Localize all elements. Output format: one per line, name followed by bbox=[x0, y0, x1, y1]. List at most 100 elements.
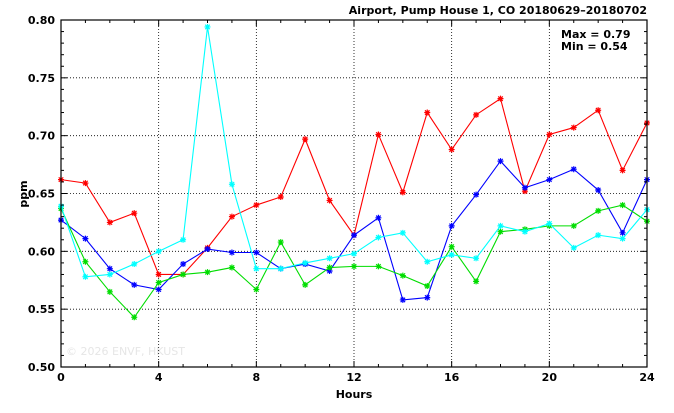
x-tick-label: 4 bbox=[155, 371, 163, 384]
data-point bbox=[497, 95, 504, 102]
y-tick-label: 0.55 bbox=[28, 303, 55, 316]
data-point bbox=[180, 261, 187, 268]
data-point bbox=[228, 249, 235, 256]
data-point bbox=[595, 187, 602, 194]
data-point bbox=[106, 288, 113, 295]
data-point bbox=[546, 131, 553, 138]
grid bbox=[61, 20, 647, 367]
data-point bbox=[155, 271, 162, 278]
data-point bbox=[473, 255, 480, 262]
data-point bbox=[595, 107, 602, 114]
data-point bbox=[106, 265, 113, 272]
data-point bbox=[351, 263, 357, 270]
data-point bbox=[180, 271, 187, 278]
data-point bbox=[326, 197, 333, 204]
data-point bbox=[131, 281, 138, 288]
y-tick-label: 0.70 bbox=[28, 130, 55, 143]
data-point bbox=[228, 181, 235, 188]
data-point bbox=[546, 176, 553, 183]
data-point bbox=[448, 251, 455, 258]
data-point bbox=[253, 249, 260, 256]
data-point bbox=[595, 232, 602, 239]
data-point bbox=[302, 136, 309, 143]
data-point bbox=[180, 236, 187, 243]
data-point bbox=[204, 246, 211, 253]
data-point bbox=[570, 166, 577, 173]
y-tick-label: 0.50 bbox=[28, 361, 55, 374]
data-point bbox=[351, 250, 357, 257]
data-point bbox=[375, 214, 382, 221]
data-point bbox=[595, 207, 602, 214]
data-point bbox=[106, 219, 113, 226]
x-tick-label: 8 bbox=[253, 371, 261, 384]
x-tick-label: 12 bbox=[346, 371, 361, 384]
data-point bbox=[131, 314, 138, 321]
data-point bbox=[521, 228, 528, 235]
y-axis-label: ppm bbox=[17, 180, 30, 207]
data-point bbox=[521, 188, 528, 195]
data-point bbox=[277, 265, 284, 272]
data-point bbox=[399, 296, 406, 303]
data-point bbox=[106, 271, 113, 278]
y-tick-label: 0.75 bbox=[28, 72, 55, 85]
data-point bbox=[82, 258, 89, 265]
data-point bbox=[619, 229, 626, 236]
x-axis-label: Hours bbox=[336, 388, 373, 401]
data-point bbox=[253, 286, 260, 293]
min-label: Min = 0.54 bbox=[561, 40, 628, 53]
data-point bbox=[204, 23, 211, 30]
data-point bbox=[228, 264, 235, 271]
data-point bbox=[82, 180, 89, 187]
data-point bbox=[497, 222, 504, 229]
data-point bbox=[375, 234, 382, 241]
x-tick-label: 20 bbox=[542, 371, 558, 384]
data-point bbox=[253, 202, 260, 209]
data-point bbox=[424, 283, 431, 290]
ticks: 0 4 8 12 16 20 24 0.50 0.55 0.60 0.65 0.70 0.75 0.80 bbox=[28, 14, 655, 384]
data-point bbox=[448, 222, 455, 229]
data-point bbox=[546, 220, 553, 227]
data-point bbox=[424, 109, 431, 116]
data-point bbox=[375, 263, 382, 270]
data-point bbox=[399, 189, 406, 196]
data-point bbox=[399, 229, 406, 236]
data-point bbox=[521, 184, 528, 191]
data-point bbox=[619, 235, 626, 242]
data-point bbox=[326, 264, 333, 271]
data-point bbox=[473, 278, 480, 285]
data-point bbox=[424, 294, 431, 301]
data-point bbox=[497, 228, 504, 235]
y-tick-label: 0.65 bbox=[28, 188, 55, 201]
data-point bbox=[570, 124, 577, 131]
data-point bbox=[302, 281, 309, 288]
data-point bbox=[399, 272, 406, 279]
data-point bbox=[131, 210, 138, 217]
data-point bbox=[351, 232, 357, 239]
data-point bbox=[619, 167, 626, 174]
data-point bbox=[302, 259, 309, 266]
max-label: Max = 0.79 bbox=[561, 28, 630, 41]
data-point bbox=[277, 239, 284, 246]
data-point bbox=[448, 243, 455, 250]
chart-title: Airport, Pump House 1, CO 20180629–20180… bbox=[349, 4, 647, 17]
data-point bbox=[570, 222, 577, 229]
data-point bbox=[619, 202, 626, 209]
data-point bbox=[82, 235, 89, 242]
data-point bbox=[497, 158, 504, 165]
data-point bbox=[253, 265, 260, 272]
x-tick-label: 24 bbox=[639, 371, 655, 384]
data-point bbox=[204, 269, 211, 276]
data-point bbox=[448, 146, 455, 153]
data-point bbox=[277, 193, 284, 200]
data-point bbox=[473, 191, 480, 198]
data-point bbox=[131, 261, 138, 268]
y-tick-label: 0.80 bbox=[28, 14, 55, 27]
x-tick-label: 0 bbox=[57, 371, 65, 384]
data-point bbox=[570, 244, 577, 251]
series-group bbox=[58, 23, 650, 321]
data-point bbox=[326, 267, 333, 274]
data-point bbox=[326, 255, 333, 262]
data-point bbox=[228, 213, 235, 220]
